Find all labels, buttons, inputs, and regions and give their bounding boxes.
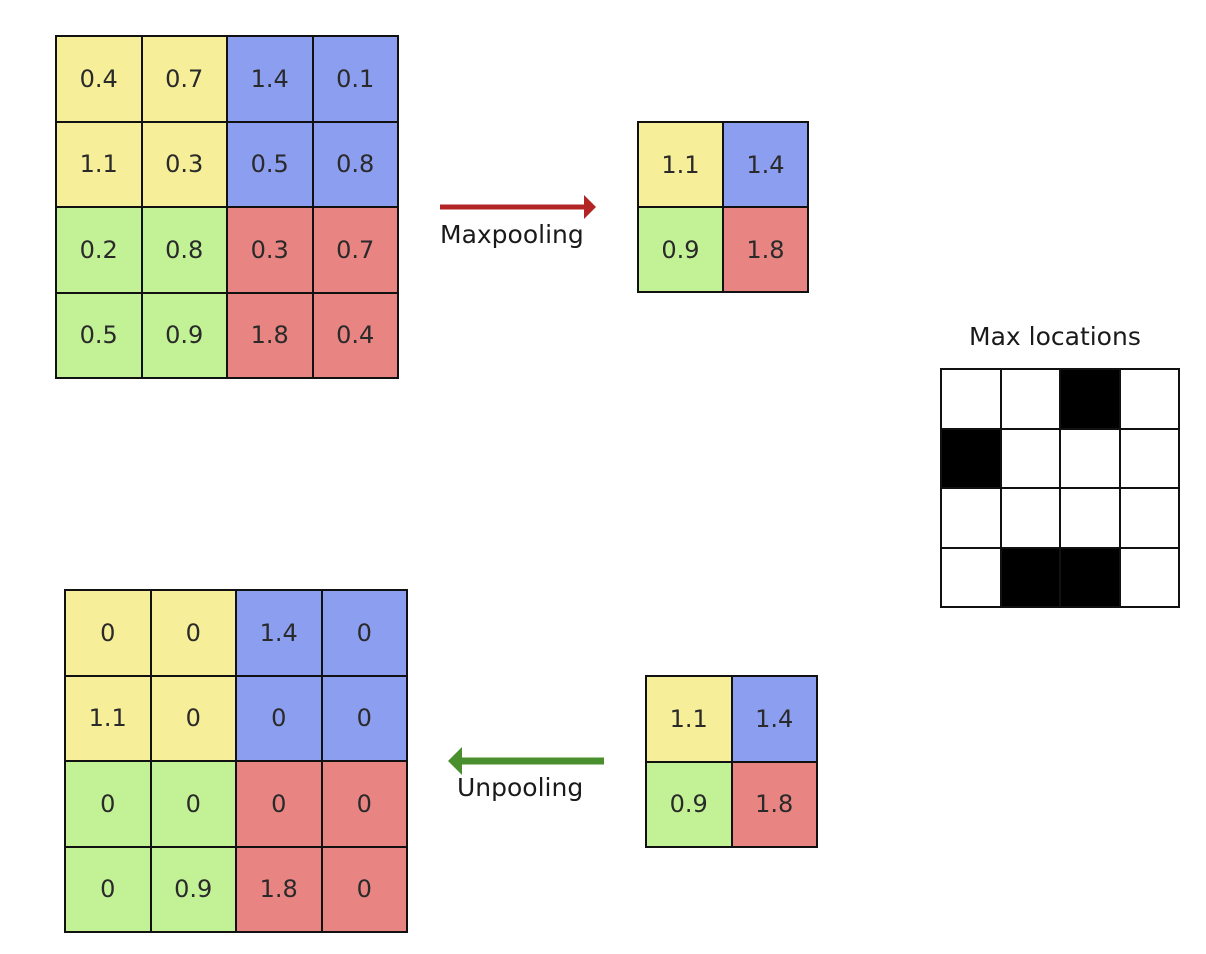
max-location-cell xyxy=(1001,370,1061,430)
max-location-cell-active xyxy=(1061,370,1121,430)
grid-cell: 0 xyxy=(322,676,408,762)
grid-cell: 0.9 xyxy=(639,208,724,293)
grid-cell: 1.8 xyxy=(724,208,809,293)
max-location-cell xyxy=(1001,489,1061,549)
grid-cell: 0 xyxy=(237,762,323,848)
grid-cell: 0.5 xyxy=(57,293,143,379)
grid-cell: 1.1 xyxy=(639,123,724,208)
grid-cell: 0.4 xyxy=(313,293,399,379)
grid-cell: 1.8 xyxy=(732,762,818,848)
grid-cell: 0.2 xyxy=(57,208,143,294)
max-location-cell xyxy=(1120,489,1180,549)
grid-cell: 0 xyxy=(151,591,237,677)
grid-cell: 1.8 xyxy=(228,293,314,379)
grid-cell: 0.4 xyxy=(57,37,143,123)
grid-cell: 1.1 xyxy=(57,122,143,208)
max-location-cell xyxy=(942,489,1002,549)
input-feature-map: 0.4 0.7 1.4 0.1 1.1 0.3 0.5 0.8 0.2 0.8 0.3 0.7 0.5 0… xyxy=(55,35,399,379)
max-location-cell xyxy=(1001,429,1061,489)
grid-cell: 1.1 xyxy=(647,677,733,763)
pooled-feature-map-unpool-input: 1.1 1.4 0.9 1.8 xyxy=(645,675,818,848)
max-location-cell xyxy=(942,548,1002,608)
grid-cell: 0 xyxy=(151,762,237,848)
max-location-cell xyxy=(1120,370,1180,430)
grid-cell: 1.4 xyxy=(724,123,809,208)
max-location-cell xyxy=(1120,548,1180,608)
grid-cell: 1.4 xyxy=(228,37,314,123)
max-location-cell xyxy=(1061,429,1121,489)
grid-cell: 0.8 xyxy=(142,208,228,294)
grid-cell: 0 xyxy=(66,762,152,848)
grid-cell: 0 xyxy=(151,676,237,762)
grid-cell: 0.8 xyxy=(313,122,399,208)
grid-cell: 0 xyxy=(66,847,152,933)
grid-cell: 0.9 xyxy=(647,762,733,848)
maxpool-label: Maxpooling xyxy=(440,220,584,249)
grid-cell: 1.4 xyxy=(237,591,323,677)
unpool-arrow-head xyxy=(448,747,462,775)
grid-cell: 0.9 xyxy=(151,847,237,933)
maxpool-arrow-icon xyxy=(440,195,596,219)
grid-cell: 0.3 xyxy=(142,122,228,208)
grid-cell: 1.4 xyxy=(732,677,818,763)
max-location-cell-active xyxy=(942,429,1002,489)
grid-cell: 0.5 xyxy=(228,122,314,208)
max-locations-title: Max locations xyxy=(969,322,1141,351)
unpooled-feature-map: 0 0 1.4 0 1.1 0 0 0 0 0 0 0 0 0.9 1.8 0 xyxy=(64,589,408,933)
max-location-cell-active xyxy=(1001,548,1061,608)
grid-cell: 0.3 xyxy=(228,208,314,294)
max-locations-mask xyxy=(940,368,1180,608)
grid-cell: 0.9 xyxy=(142,293,228,379)
unpool-arrow-icon xyxy=(448,747,604,775)
grid-cell: 0 xyxy=(322,591,408,677)
grid-cell: 1.1 xyxy=(66,676,152,762)
max-location-cell xyxy=(1120,429,1180,489)
grid-cell: 0 xyxy=(322,847,408,933)
grid-cell: 1.8 xyxy=(237,847,323,933)
grid-cell: 0.7 xyxy=(142,37,228,123)
grid-cell: 0 xyxy=(322,762,408,848)
max-location-cell-active xyxy=(1061,548,1121,608)
grid-cell: 0 xyxy=(66,591,152,677)
unpool-label: Unpooling xyxy=(457,773,584,802)
max-location-cell xyxy=(1061,489,1121,549)
grid-cell: 0.7 xyxy=(313,208,399,294)
pooled-feature-map: 1.1 1.4 0.9 1.8 xyxy=(637,121,809,293)
maxpool-arrow-head xyxy=(584,195,596,219)
grid-cell: 0 xyxy=(237,676,323,762)
grid-cell: 0.1 xyxy=(313,37,399,123)
max-location-cell xyxy=(942,370,1002,430)
